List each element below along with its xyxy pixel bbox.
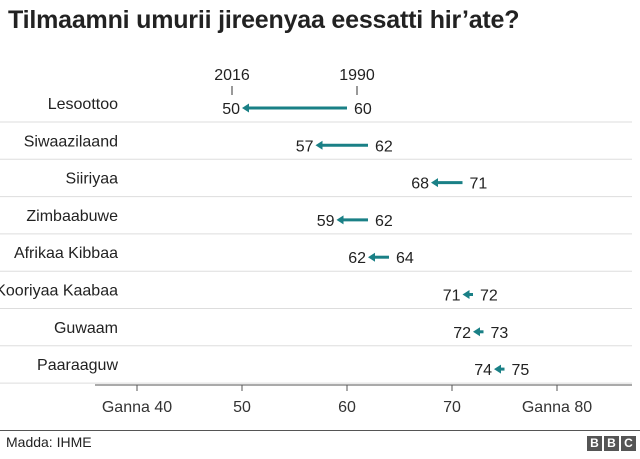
source-text: Madda: IHME <box>6 434 92 450</box>
category-labels: Lesoottoo Siwaazilaand Siiriyaa Zimbaabuwe A… <box>0 96 118 374</box>
year-legend: 2016 1990 <box>214 67 375 95</box>
x-tick-label: Ganna 40 <box>102 399 172 416</box>
arrow-series <box>242 103 505 374</box>
end-value-label: 62 <box>348 250 366 267</box>
value-labels: 60 50 62 57 71 68 62 59 64 62 72 71 73 72 75 74 <box>222 101 529 379</box>
arrow-chart: 60 50 62 57 71 68 62 59 64 62 72 71 73 72 75 74 Lesoott… <box>0 67 632 416</box>
chart-title: Tilmaamni umurii jireenyaa eessatti hir’… <box>8 6 520 34</box>
footer: Madda: IHME B B C <box>0 430 640 459</box>
start-value-label: 71 <box>470 176 488 193</box>
category-label: Siiriyaa <box>66 171 119 188</box>
start-value-label: 62 <box>375 213 393 230</box>
arrow-head <box>315 140 323 150</box>
start-value-label: 62 <box>375 138 393 155</box>
end-value-label: 72 <box>453 325 471 342</box>
x-tick-label: 50 <box>233 399 251 416</box>
end-value-label: 68 <box>411 176 429 193</box>
legend-end-year: 2016 <box>214 67 250 84</box>
category-label: Siwaazilaand <box>24 133 118 150</box>
arrow-head <box>336 215 344 225</box>
category-label: Guwaam <box>54 320 118 337</box>
category-label: Paaraaguw <box>37 357 118 374</box>
bbc-logo: B B C <box>587 436 636 451</box>
bbc-logo-letter: B <box>587 436 602 451</box>
arrow-head <box>462 290 470 299</box>
category-label: Kooriyaa Kaabaa <box>0 283 118 300</box>
arrow-head <box>431 178 438 188</box>
start-value-label: 73 <box>491 325 509 342</box>
arrow-head <box>473 327 480 337</box>
grid-lines <box>0 121 632 384</box>
category-label: Afrikaa Kibbaa <box>14 245 118 262</box>
start-value-label: 72 <box>480 288 498 305</box>
x-tick-label: 70 <box>443 399 461 416</box>
arrow-head <box>368 252 375 262</box>
legend-start-year: 1990 <box>339 67 375 84</box>
x-tick-label: Ganna 80 <box>522 399 592 416</box>
bbc-logo-letter: C <box>621 436 636 451</box>
category-label: Lesoottoo <box>48 96 118 113</box>
category-label: Zimbaabuwe <box>26 208 118 225</box>
end-value-label: 50 <box>222 101 240 118</box>
start-value-label: 75 <box>512 362 530 379</box>
end-value-label: 71 <box>443 288 461 305</box>
x-tick-label: 60 <box>338 399 356 416</box>
end-value-label: 74 <box>474 362 492 379</box>
arrow-head <box>242 103 249 113</box>
bbc-logo-letter: B <box>604 436 619 451</box>
arrow-head <box>494 364 501 374</box>
x-axis: Ganna 40 50 60 70 Ganna 80 <box>95 384 632 416</box>
end-value-label: 57 <box>296 138 314 155</box>
end-value-label: 59 <box>317 213 335 230</box>
start-value-label: 60 <box>354 101 372 118</box>
start-value-label: 64 <box>396 250 414 267</box>
